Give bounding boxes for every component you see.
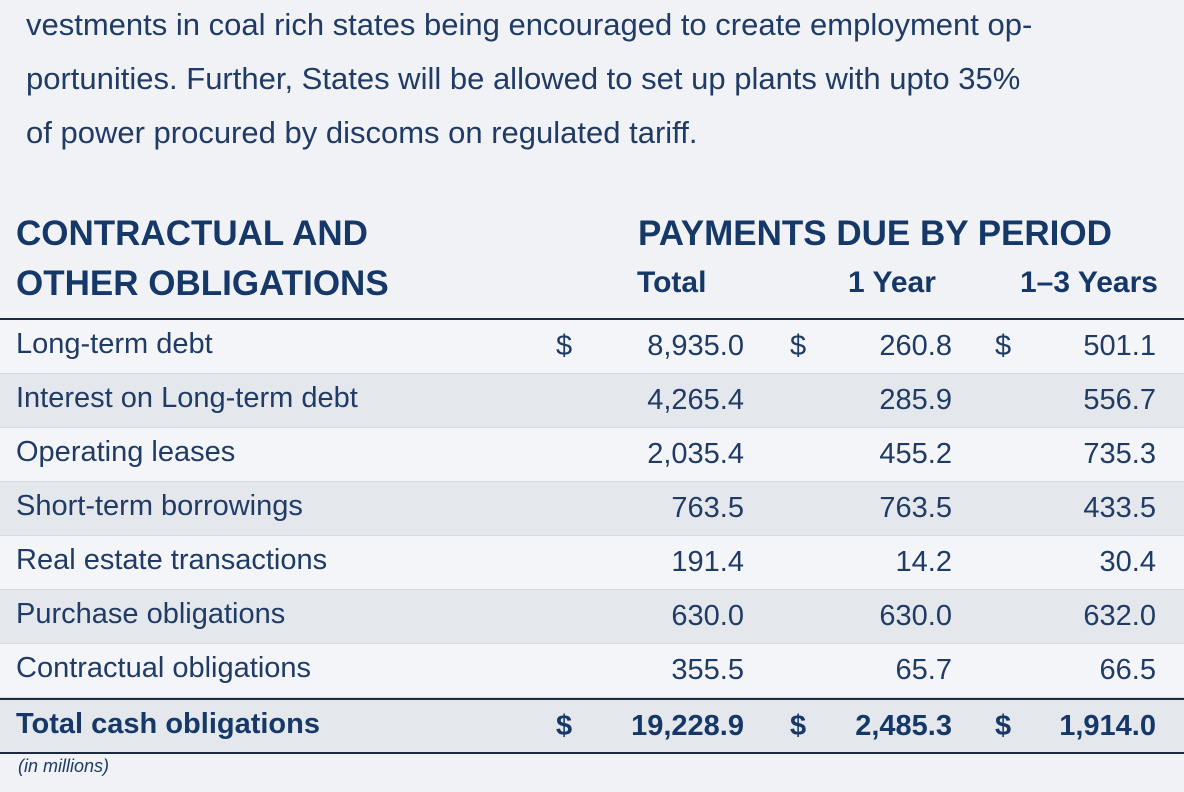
- column-header-1-3-years: 1–3 Years: [1020, 266, 1158, 299]
- row-label: Interest on Long-term debt: [16, 382, 358, 414]
- total-cell-1-year: 2,485.3: [855, 710, 952, 742]
- currency-symbol: $: [556, 330, 573, 362]
- cell-total: 8,935.0: [647, 330, 744, 362]
- table-row: Real estate transactions 191.4 14.2 30.4: [0, 536, 1184, 590]
- units-footnote: (in millions): [18, 756, 110, 776]
- intro-line: portunities. Further, States will be all…: [26, 61, 1021, 96]
- table-title-line2: OTHER OBLIGATIONS: [16, 264, 389, 303]
- cell-total: 763.5: [671, 492, 744, 524]
- cell-total: 4,265.4: [647, 384, 744, 416]
- cell-1-year: 260.8: [879, 330, 952, 362]
- total-cell-1-3-years: 1,914.0: [1059, 710, 1156, 742]
- cell-total: 630.0: [671, 600, 744, 632]
- obligations-table: Long-term debt $ 8,935.0 $ 260.8 $ 501.1…: [0, 318, 1184, 754]
- table-title-line1: CONTRACTUAL AND: [16, 214, 368, 253]
- table-row: Operating leases 2,035.4 455.2 735.3: [0, 428, 1184, 482]
- cell-1-3-years: 501.1: [1083, 330, 1156, 362]
- intro-paragraph: vestments in coal rich states being enco…: [26, 0, 1184, 160]
- currency-symbol: $: [995, 330, 1012, 362]
- row-label: Purchase obligations: [16, 598, 286, 630]
- cell-1-year: 763.5: [879, 492, 952, 524]
- cell-1-3-years: 556.7: [1083, 384, 1156, 416]
- row-label: Contractual obligations: [16, 652, 312, 684]
- currency-symbol: $: [790, 710, 807, 742]
- cell-total: 355.5: [671, 654, 744, 686]
- cell-1-3-years: 66.5: [1099, 654, 1156, 686]
- total-cell-total: 19,228.9: [631, 710, 744, 742]
- cell-1-3-years: 632.0: [1083, 600, 1156, 632]
- row-label: Long-term debt: [16, 328, 213, 360]
- cell-1-year: 455.2: [879, 438, 952, 470]
- table-row: Short-term borrowings 763.5 763.5 433.5: [0, 482, 1184, 536]
- row-label: Real estate transactions: [16, 544, 328, 576]
- cell-1-year: 285.9: [879, 384, 952, 416]
- table-row: Contractual obligations 355.5 65.7 66.5: [0, 644, 1184, 698]
- table-row: Interest on Long-term debt 4,265.4 285.9…: [0, 374, 1184, 428]
- cell-1-3-years: 433.5: [1083, 492, 1156, 524]
- intro-line: vestments in coal rich states being enco…: [26, 7, 1033, 42]
- total-row: Total cash obligations $ 19,228.9 $ 2,48…: [0, 698, 1184, 754]
- table-row: Long-term debt $ 8,935.0 $ 260.8 $ 501.1: [0, 320, 1184, 374]
- cell-1-year: 65.7: [895, 654, 952, 686]
- table-row: Purchase obligations 630.0 630.0 632.0: [0, 590, 1184, 644]
- cell-1-3-years: 735.3: [1083, 438, 1156, 470]
- cell-total: 191.4: [671, 546, 744, 578]
- column-header-total: Total: [637, 266, 707, 299]
- intro-line: of power procured by discoms on regulate…: [26, 115, 698, 150]
- cell-1-3-years: 30.4: [1099, 546, 1156, 578]
- period-header: PAYMENTS DUE BY PERIOD: [638, 214, 1112, 253]
- cell-1-year: 14.2: [895, 546, 952, 578]
- currency-symbol: $: [995, 710, 1012, 742]
- row-label: Operating leases: [16, 436, 236, 468]
- total-row-label: Total cash obligations: [16, 708, 320, 740]
- cell-1-year: 630.0: [879, 600, 952, 632]
- row-label: Short-term borrowings: [16, 490, 303, 522]
- cell-total: 2,035.4: [647, 438, 744, 470]
- currency-symbol: $: [556, 710, 573, 742]
- currency-symbol: $: [790, 330, 807, 362]
- column-header-1-year: 1 Year: [848, 266, 936, 299]
